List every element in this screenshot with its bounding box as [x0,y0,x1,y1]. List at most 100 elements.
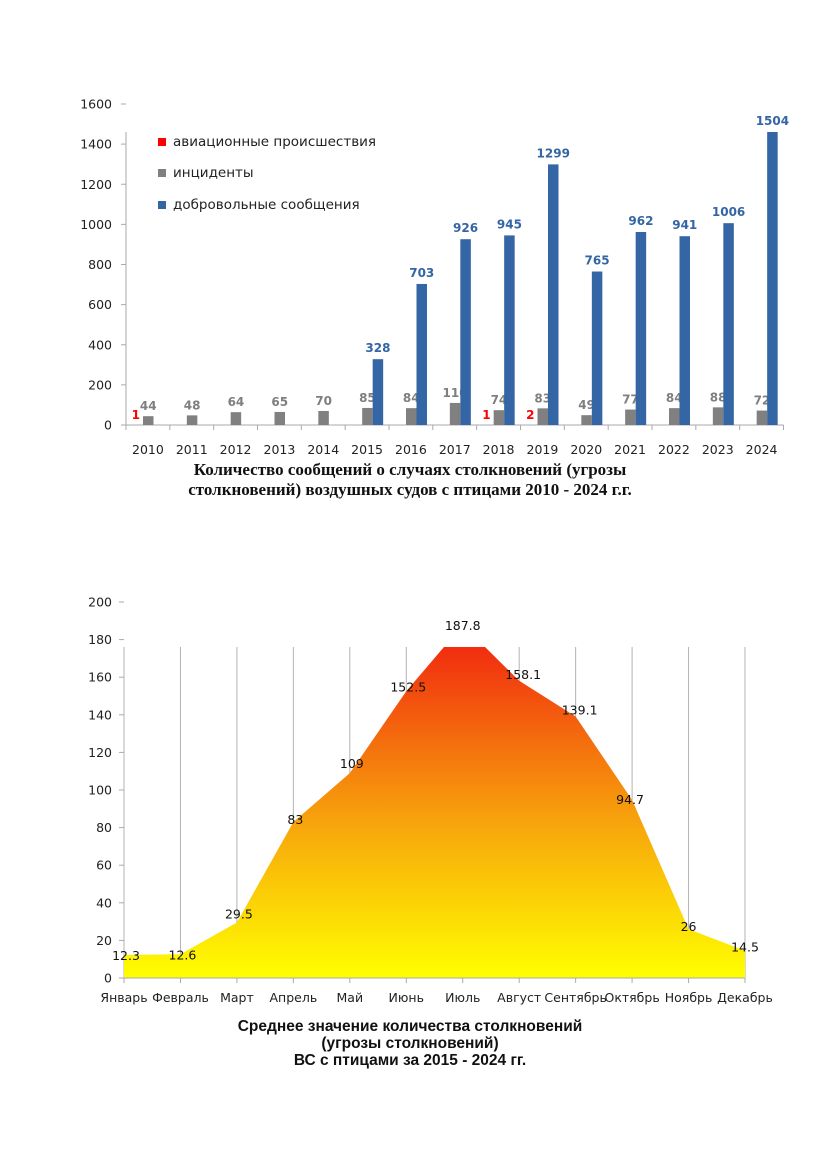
data-label-voluntary: 1299 [537,146,570,160]
y-tick-label: 1200 [80,177,112,192]
data-label: 83 [287,812,303,827]
bar-incidents [274,411,285,425]
data-label: 26 [681,919,697,934]
y-tick-label: 140 [88,707,112,722]
x-tick-label: 2021 [614,442,646,457]
bar-incidents [756,410,768,425]
x-tick-label: Апрель [270,990,318,1005]
data-label-incidents: 65 [271,395,288,409]
bar-incidents [669,408,680,425]
data-label-incidents: 85 [359,391,376,405]
bar-voluntary [635,231,647,425]
data-label-voluntary: 1006 [712,205,745,219]
bar-voluntary [679,236,690,425]
data-label-voluntary: 1504 [756,114,789,128]
x-tick-label: Август [497,990,541,1005]
x-tick-label: 2014 [307,442,339,457]
bar-voluntary [504,235,515,425]
bar-voluntary [460,239,471,425]
x-tick-label: Февраль [152,990,209,1005]
data-label: 187.8 [445,618,481,633]
bar-chart-title: Количество сообщений о случаях столкнове… [120,460,700,500]
data-label-incidents: 64 [228,395,245,409]
data-label-incidents: 77 [622,393,639,407]
data-label: 152.5 [390,679,426,694]
bar-voluntary [372,359,384,425]
bar-voluntary [548,164,559,425]
data-label-incidents: 72 [754,394,771,408]
y-tick-label: 80 [96,820,112,835]
data-label-incidents: 74 [491,393,508,407]
x-tick-label: 2010 [132,442,164,457]
legend-item-incidents: инциденты [158,158,376,190]
y-tick-label: 20 [96,933,112,948]
data-label-incidents: 84 [666,391,683,405]
data-label: 94.7 [616,792,644,807]
x-tick-label: Сентябрь [544,990,606,1005]
y-tick-label: 600 [88,297,112,312]
y-tick-label: 1600 [80,97,112,112]
bar-incidents [493,410,505,425]
data-label: 139.1 [562,702,598,717]
legend-label-voluntary: добровольные сообщения [173,196,360,213]
data-label-voluntary: 945 [497,217,522,231]
bar-voluntary [723,223,734,425]
data-label-accidents: 1 [132,408,140,422]
x-tick-label: Июль [445,990,480,1005]
bar-incidents [449,402,461,425]
x-tick-label: 2017 [439,442,471,457]
x-tick-label: Март [220,990,254,1005]
data-label-accidents: 1 [482,408,490,422]
x-tick-label: Июнь [389,990,424,1005]
x-tick-label: 2024 [746,442,778,457]
x-tick-label: Ноябрь [665,990,713,1005]
legend-label-incidents: инциденты [173,165,254,182]
data-label-voluntary: 962 [628,214,653,228]
bar-incidents [581,415,592,425]
x-tick-label: 2011 [176,442,208,457]
bar-voluntary [591,271,603,425]
legend-swatch-accidents [158,137,166,146]
data-label-incidents: 88 [710,390,727,404]
x-tick-label: 2016 [395,442,427,457]
data-label-voluntary: 703 [409,266,434,280]
y-tick-label: 0 [104,971,112,986]
bar-incidents [186,415,198,425]
legend-swatch-incidents [158,169,166,178]
y-tick-label: 1000 [80,217,112,232]
y-tick-label: 60 [96,858,112,873]
x-tick-label: 2023 [702,442,734,457]
y-tick-label: 400 [88,337,112,352]
x-tick-label: 2012 [220,442,252,457]
y-tick-label: 100 [88,783,112,798]
bar-incidents [362,407,373,425]
data-label-incidents: 83 [534,391,551,405]
bar-incidents [537,408,548,425]
y-tick-label: 800 [88,257,112,272]
data-label: 29.5 [225,907,253,922]
bar-voluntary [416,283,427,425]
y-tick-label: 200 [88,595,112,610]
bar-voluntary [767,132,778,425]
data-label-incidents: 49 [578,398,595,412]
area-chart-title: Среднее значение количества столкновений… [160,1018,660,1069]
bar-incidents [143,416,154,425]
data-label-incidents: 70 [315,394,332,408]
bar-chart-title-line2: столкновений) воздушных судов с птицами … [188,480,632,499]
y-tick-label: 120 [88,745,112,760]
data-label-incidents: 44 [140,399,157,413]
bar-chart-legend: авиационные происшествия инциденты добро… [158,126,376,221]
x-tick-label: 2013 [264,442,296,457]
data-label: 109 [340,756,364,771]
bar-incidents [318,410,329,425]
data-label-voluntary: 926 [453,221,478,235]
area-chart: 0 20 40 60 80 100 120 140 160 180 200 Январь Февраль… [88,595,773,1006]
x-tick-label: Декабрь [717,990,773,1005]
y-tick-label: 0 [104,418,112,433]
data-label-accidents: 2 [526,408,534,422]
x-tick-label: 2018 [483,442,515,457]
legend-item-voluntary: добровольные сообщения [158,189,376,221]
legend-swatch-voluntary [158,200,166,209]
area-chart-title-line1: Среднее значение количества столкновений [237,1018,583,1035]
area-chart-title-line2: (угрозы столкновений) [321,1035,499,1052]
